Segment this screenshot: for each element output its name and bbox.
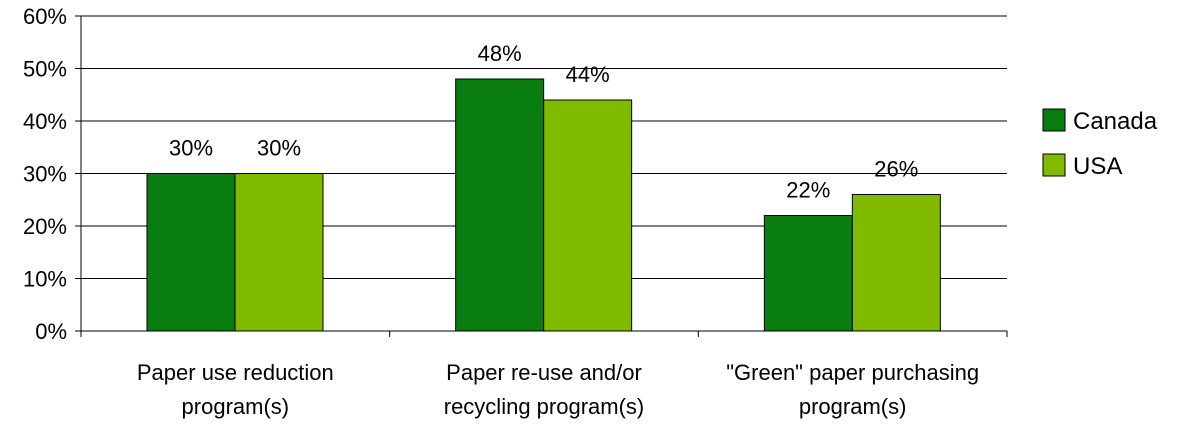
legend-label-usa: USA [1073,153,1122,180]
bar-canada [455,78,545,332]
legend-swatch-usa [1042,153,1066,177]
legend-swatch-canada [1042,108,1066,132]
y-tick-label: 40% [23,109,67,134]
bars [146,78,941,332]
x-category-label: "Green" paper purchasing [726,360,979,385]
y-tick-label: 0% [35,319,67,344]
x-category-label: program(s) [799,394,907,419]
axes [75,15,1008,337]
y-tick-label: 20% [23,214,67,239]
bar-usa [851,194,941,332]
data-label: 26% [874,157,918,182]
y-tick-label: 50% [23,57,67,82]
bar-canada [763,215,853,332]
x-category-label: Paper re-use and/or [446,360,642,385]
legend: Canada USA [1042,108,1158,180]
data-label: 30% [257,136,301,161]
data-label: 48% [478,41,522,66]
data-label: 44% [566,62,610,87]
x-category-label: program(s) [182,394,290,419]
bar-usa [543,99,633,332]
y-tick-label: 10% [23,267,67,292]
legend-label-canada: Canada [1073,108,1158,135]
data-label: 22% [786,178,830,203]
bar-canada [146,173,236,332]
y-tick-label: 30% [23,162,67,187]
y-tick-label: 60% [23,4,67,29]
x-category-label: recycling program(s) [444,394,645,419]
labels: 0% 10% 20% 30% 40% 50% 60% 30% 30% Paper use redu… [23,4,979,419]
data-label: 30% [169,136,213,161]
x-category-label: Paper use reduction [137,360,334,385]
bar-usa [234,173,324,332]
